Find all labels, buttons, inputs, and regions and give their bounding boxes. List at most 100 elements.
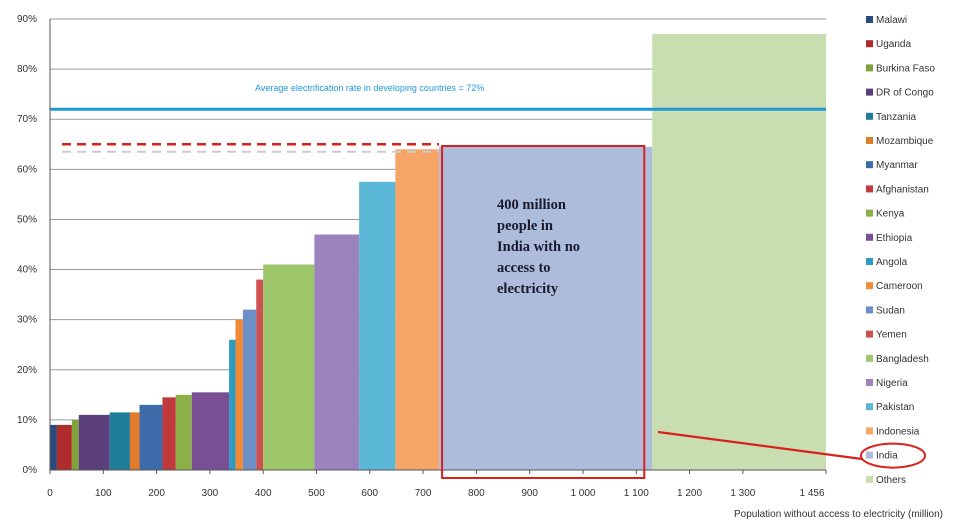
legend-label: Burkina Faso xyxy=(876,63,935,74)
legend-swatch xyxy=(866,233,873,241)
legend-label: Indonesia xyxy=(876,426,920,437)
bar-afghanistan xyxy=(162,397,176,470)
bar-dr-of-congo xyxy=(78,414,110,470)
x-tick-label: 500 xyxy=(308,488,325,499)
y-tick-label: 10% xyxy=(17,415,37,426)
bar-bangladesh xyxy=(263,264,315,470)
legend-swatch xyxy=(866,354,873,362)
y-tick-label: 30% xyxy=(17,315,37,326)
legend-label: DR of Congo xyxy=(876,88,934,99)
reference-lines: Average electrification rate in developi… xyxy=(50,83,826,153)
x-tick-label: 900 xyxy=(521,488,538,499)
legend-label: Others xyxy=(876,475,906,486)
legend-swatch xyxy=(866,330,873,338)
bars xyxy=(50,34,826,471)
bar-tanzania xyxy=(109,412,130,470)
axes: 0% 10% 20% 30% 40% 50% 60% 70% 80% 90% 0 100 200 300 4… xyxy=(17,14,827,499)
legend-swatch xyxy=(866,161,873,169)
legend-swatch xyxy=(866,40,873,48)
annotation: 400 million people in India with no access … xyxy=(441,145,863,479)
y-tick-label: 80% xyxy=(17,64,37,75)
callout-text-line: access to xyxy=(497,260,551,276)
bar-india xyxy=(439,146,653,471)
y-tick-label: 70% xyxy=(17,114,37,125)
legend-label: Bangladesh xyxy=(876,354,929,365)
x-tick-label: 1 100 xyxy=(624,488,649,499)
y-tick-label: 0% xyxy=(23,465,38,476)
legend-label: Malawi xyxy=(876,15,907,26)
x-tick-label: 600 xyxy=(361,488,378,499)
x-tick-label: 200 xyxy=(148,488,165,499)
bar-uganda xyxy=(56,424,72,470)
bar-angola xyxy=(229,339,236,470)
legend-swatch xyxy=(866,282,873,290)
legend-swatch xyxy=(866,112,873,120)
bar-ethiopia xyxy=(191,392,230,470)
x-axis-title: Population without access to electricity… xyxy=(734,509,943,520)
callout-box xyxy=(441,145,646,479)
x-tick-label: 1 300 xyxy=(730,488,755,499)
y-tick-label: 60% xyxy=(17,164,37,175)
legend-swatch xyxy=(866,137,873,144)
legend-swatch xyxy=(866,306,873,314)
legend-label: Pakistan xyxy=(876,402,914,413)
legend-label: Sudan xyxy=(876,305,905,316)
legend-swatch xyxy=(866,258,873,265)
bar-cameroon xyxy=(235,319,243,470)
legend-label: Yemen xyxy=(876,330,907,341)
legend-label: Tanzania xyxy=(876,112,916,123)
legend: Malawi Uganda Burkina Faso DR of Congo Tanza… xyxy=(860,15,935,486)
legend-swatch xyxy=(866,403,873,411)
bar-indonesia xyxy=(395,149,440,471)
y-tick-label: 50% xyxy=(17,214,37,225)
legend-swatch xyxy=(866,185,873,193)
legend-swatch xyxy=(866,64,873,72)
legend-label: Ethiopia xyxy=(876,233,913,244)
legend-label: Uganda xyxy=(876,39,911,50)
legend-label: Afghanistan xyxy=(876,184,929,195)
legend-swatch xyxy=(866,451,873,459)
x-tick-label: 300 xyxy=(202,488,219,499)
callout-text-line: India with no xyxy=(497,239,580,255)
x-tick-label: 1 200 xyxy=(677,488,702,499)
x-tick-label: 0 xyxy=(47,488,53,499)
callout-text-line: people in xyxy=(497,218,553,234)
bar-others xyxy=(652,34,826,471)
legend-swatch xyxy=(866,427,873,435)
callout-connector xyxy=(657,430,863,461)
bar-yemen xyxy=(256,279,264,470)
legend-label: Myanmar xyxy=(876,160,918,171)
x-tick-label: 700 xyxy=(415,488,432,499)
bar-kenya xyxy=(175,394,192,470)
legend-label: Nigeria xyxy=(876,378,908,389)
legend-label: Cameroon xyxy=(876,281,923,292)
y-tick-label: 90% xyxy=(17,14,37,25)
bar-malawi xyxy=(50,424,57,470)
callout-text-line: electricity xyxy=(497,281,559,297)
bar-sudan xyxy=(242,309,257,470)
bar-myanmar xyxy=(139,404,163,470)
legend-label: Angola xyxy=(876,257,908,268)
x-tick-label: 400 xyxy=(255,488,272,499)
y-tick-label: 40% xyxy=(17,265,37,276)
legend-swatch xyxy=(866,88,873,96)
legend-highlight-ellipse xyxy=(860,442,926,469)
legend-swatch xyxy=(866,209,873,217)
legend-swatch xyxy=(866,379,873,386)
bar-nigeria xyxy=(314,234,360,470)
x-tick-label: 100 xyxy=(95,488,112,499)
bar-pakistan xyxy=(359,181,396,470)
bar-mozambique xyxy=(129,412,140,470)
x-tick-label: 1 456 xyxy=(799,488,824,499)
bar-burkina-faso xyxy=(71,419,79,470)
legend-swatch xyxy=(866,475,873,483)
y-tick-label: 20% xyxy=(17,365,37,376)
legend-swatch xyxy=(866,16,873,23)
legend-label: Mozambique xyxy=(876,136,934,147)
legend-label: Kenya xyxy=(876,209,905,220)
legend-label: India xyxy=(876,451,898,462)
average-line-label: Average electrification rate in developi… xyxy=(255,83,484,93)
callout-text-line: 400 million xyxy=(497,197,566,213)
x-tick-label: 1 000 xyxy=(570,488,595,499)
